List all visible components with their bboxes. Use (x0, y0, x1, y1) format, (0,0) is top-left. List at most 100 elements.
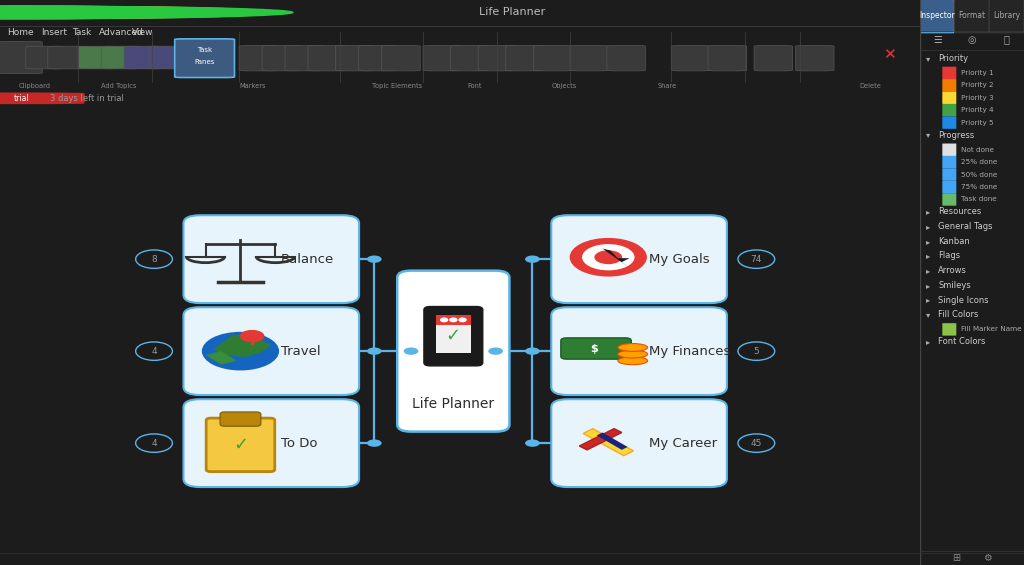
Text: Insert: Insert (41, 28, 68, 37)
Text: Single Icons: Single Icons (938, 295, 989, 305)
FancyBboxPatch shape (285, 46, 324, 71)
FancyBboxPatch shape (26, 46, 65, 69)
FancyBboxPatch shape (942, 116, 956, 129)
Text: $: $ (591, 344, 598, 354)
Text: View: View (131, 28, 153, 37)
Circle shape (569, 238, 647, 276)
Text: My Career: My Career (649, 437, 717, 450)
Ellipse shape (617, 344, 647, 351)
FancyBboxPatch shape (101, 46, 139, 69)
Text: ▾: ▾ (926, 54, 930, 63)
Text: Life Planner: Life Planner (413, 397, 495, 411)
FancyBboxPatch shape (942, 144, 956, 156)
FancyBboxPatch shape (954, 0, 989, 33)
Text: 45: 45 (751, 438, 762, 447)
Circle shape (202, 332, 280, 371)
FancyBboxPatch shape (506, 46, 545, 71)
FancyBboxPatch shape (478, 46, 517, 71)
FancyBboxPatch shape (942, 156, 956, 168)
Text: ◎: ◎ (968, 34, 976, 45)
FancyBboxPatch shape (206, 418, 274, 472)
Text: ▸: ▸ (926, 207, 930, 216)
Text: Advanced: Advanced (99, 28, 144, 37)
Text: ▸: ▸ (926, 266, 930, 275)
FancyBboxPatch shape (942, 104, 956, 116)
FancyBboxPatch shape (942, 92, 956, 104)
Text: ▸: ▸ (926, 251, 930, 260)
FancyBboxPatch shape (262, 46, 301, 71)
Text: Topic Elements: Topic Elements (373, 83, 423, 89)
Text: Smileys: Smileys (938, 281, 971, 290)
Bar (436, 315, 471, 325)
FancyBboxPatch shape (220, 412, 261, 426)
Text: Life Planner: Life Planner (479, 7, 545, 18)
FancyBboxPatch shape (451, 46, 489, 71)
Circle shape (240, 330, 264, 342)
FancyBboxPatch shape (708, 46, 746, 71)
Text: Balance: Balance (281, 253, 334, 266)
Text: ▾: ▾ (926, 310, 930, 319)
Circle shape (488, 347, 503, 355)
Text: Format: Format (958, 11, 985, 20)
FancyBboxPatch shape (436, 315, 471, 353)
Text: ▸: ▸ (926, 337, 930, 346)
Text: Priority 4: Priority 4 (962, 107, 994, 113)
Text: ▸: ▸ (926, 237, 930, 246)
Polygon shape (584, 429, 634, 456)
Text: 3 days left in trial: 3 days left in trial (49, 94, 124, 103)
Text: Flags: Flags (938, 251, 961, 260)
Text: Share: Share (657, 83, 677, 89)
Text: ⊞: ⊞ (952, 553, 961, 563)
FancyBboxPatch shape (570, 46, 608, 71)
Text: Add Topics: Add Topics (101, 83, 136, 89)
FancyBboxPatch shape (0, 93, 85, 104)
Text: ✓: ✓ (232, 436, 248, 454)
Text: Panes: Panes (195, 59, 215, 65)
FancyBboxPatch shape (124, 46, 163, 69)
Text: Task: Task (197, 47, 212, 53)
Text: Task: Task (72, 28, 91, 37)
FancyBboxPatch shape (942, 323, 956, 336)
FancyBboxPatch shape (183, 215, 359, 303)
FancyBboxPatch shape (754, 46, 793, 71)
FancyBboxPatch shape (551, 307, 727, 395)
Text: Priority 1: Priority 1 (962, 70, 994, 76)
Text: ⚙: ⚙ (983, 553, 992, 563)
Text: ☰: ☰ (933, 34, 942, 45)
Text: Travel: Travel (281, 345, 321, 358)
Circle shape (0, 6, 293, 19)
Text: Clipboard: Clipboard (18, 83, 50, 89)
FancyBboxPatch shape (942, 181, 956, 193)
Circle shape (367, 440, 382, 447)
Text: trial: trial (13, 94, 29, 103)
FancyBboxPatch shape (423, 46, 462, 71)
Text: 8: 8 (152, 255, 157, 264)
Text: Kanban: Kanban (938, 237, 970, 246)
Circle shape (367, 347, 382, 355)
Circle shape (367, 255, 382, 263)
FancyBboxPatch shape (0, 42, 42, 73)
Text: My Finances: My Finances (649, 345, 730, 358)
FancyBboxPatch shape (551, 215, 727, 303)
Text: 25% done: 25% done (962, 159, 997, 165)
FancyBboxPatch shape (382, 46, 420, 71)
FancyBboxPatch shape (424, 307, 482, 366)
Ellipse shape (617, 357, 647, 364)
FancyBboxPatch shape (942, 67, 956, 79)
Text: Progress: Progress (938, 131, 975, 140)
Circle shape (594, 250, 623, 264)
FancyBboxPatch shape (942, 168, 956, 181)
Text: Objects: Objects (552, 83, 577, 89)
Circle shape (525, 255, 540, 263)
FancyBboxPatch shape (551, 399, 727, 487)
Text: ✓: ✓ (445, 327, 461, 345)
Text: ▸: ▸ (926, 295, 930, 305)
Text: Arrows: Arrows (938, 266, 968, 275)
Text: Home: Home (7, 28, 34, 37)
Text: Priority: Priority (938, 54, 969, 63)
FancyBboxPatch shape (308, 46, 347, 71)
Text: 4: 4 (152, 347, 157, 355)
FancyBboxPatch shape (48, 46, 86, 69)
FancyBboxPatch shape (920, 0, 954, 33)
Circle shape (525, 347, 540, 355)
